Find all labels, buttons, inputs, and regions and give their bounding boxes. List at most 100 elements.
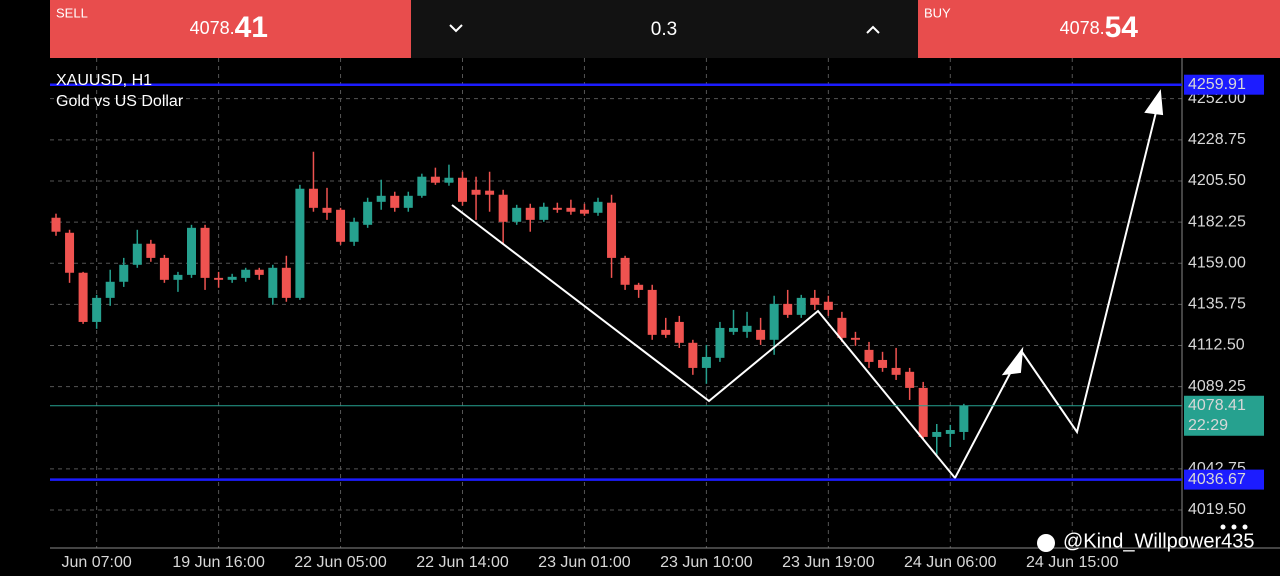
candle-body — [932, 431, 942, 437]
more-menu[interactable] — [1220, 524, 1248, 530]
candle-body — [92, 297, 102, 322]
sell-button[interactable] — [50, 0, 411, 58]
candle-body — [363, 201, 373, 225]
candle-body — [119, 264, 129, 282]
candle-body — [65, 232, 75, 273]
x-tick-label: Jun 07:00 — [62, 554, 132, 571]
candle-body — [769, 303, 779, 340]
x-tick-label: 23 Jun 19:00 — [782, 554, 875, 571]
candle-body — [525, 207, 535, 220]
sell-price: 4078.41 — [190, 11, 268, 44]
candle-body — [837, 317, 847, 338]
price-line-label: 4259.91 — [1188, 76, 1246, 93]
candle-body — [376, 195, 386, 202]
last-price-label: 4078.41 — [1188, 397, 1246, 414]
candle-body — [634, 284, 644, 290]
x-tick-label: 22 Jun 14:00 — [416, 554, 509, 571]
x-tick-label: 24 Jun 15:00 — [1026, 554, 1119, 571]
candle-body — [105, 281, 115, 298]
candle-body — [674, 321, 684, 343]
candle-body — [715, 327, 725, 358]
watermark: @Kind_Willpower435 — [1063, 530, 1255, 552]
last-price-bg — [1184, 395, 1264, 436]
candle-body — [810, 297, 820, 305]
candle-body — [241, 269, 251, 278]
increase-lot[interactable] — [866, 25, 880, 34]
candle-body — [308, 188, 318, 208]
y-tick-label: 4019.50 — [1188, 501, 1246, 518]
candle-body — [254, 269, 264, 275]
chart-subtitle: Gold vs US Dollar — [56, 93, 184, 110]
candle-body — [701, 356, 711, 368]
candle-body — [200, 227, 210, 278]
y-tick-label: 4205.50 — [1188, 172, 1246, 189]
candle-body — [918, 387, 928, 437]
buy-label: BUY — [924, 5, 951, 20]
drawing-line — [1021, 103, 1159, 435]
candle-body — [878, 359, 888, 368]
candle-body — [729, 327, 738, 332]
chart-title: XAUUSD, H1 — [56, 72, 152, 89]
overlay: 4259.91 4036.67 4078.41 22:29 — [50, 74, 1264, 490]
y-tick-label: 4135.75 — [1188, 296, 1246, 313]
facebook-icon — [1037, 534, 1055, 552]
sell-label: SELL — [56, 5, 88, 20]
x-tick-label: 24 Jun 06:00 — [904, 554, 997, 571]
y-tick-label: 4089.25 — [1188, 378, 1246, 395]
lot-panel — [411, 0, 918, 58]
candle-body — [620, 257, 630, 285]
candle-body — [173, 274, 183, 280]
candle-body — [593, 201, 603, 213]
candle-body — [295, 188, 305, 298]
y-tick-label: 4159.00 — [1188, 254, 1246, 271]
candle-body — [403, 195, 413, 208]
candle-body — [823, 301, 833, 310]
candle-body — [281, 267, 291, 298]
y-tick-label: 4182.25 — [1188, 213, 1246, 230]
candle-body — [607, 202, 617, 258]
lot-size[interactable]: 0.3 — [651, 19, 677, 40]
candle-body — [783, 303, 793, 315]
candle-body — [647, 289, 657, 335]
candle-body — [322, 207, 332, 213]
countdown: 22:29 — [1188, 417, 1228, 434]
buy-price-large: 54 — [1105, 11, 1139, 44]
candle-body — [552, 207, 562, 210]
x-tick-label: 22 Jun 05:00 — [294, 554, 387, 571]
candle-body — [430, 176, 440, 183]
sell-price-large: 41 — [235, 11, 268, 44]
candle-body — [959, 405, 969, 432]
x-tick-label: 23 Jun 01:00 — [538, 554, 631, 571]
candle-body — [485, 190, 495, 195]
candle-body — [864, 349, 874, 362]
candle-body — [349, 221, 359, 242]
x-tick-label: 19 Jun 16:00 — [172, 554, 265, 571]
buy-button[interactable] — [918, 0, 1280, 58]
candle-body — [742, 325, 752, 332]
candle-body — [661, 329, 671, 335]
y-tick-label: 4228.75 — [1188, 131, 1246, 148]
candle-body — [444, 177, 454, 183]
candle-body — [905, 371, 915, 388]
plot: 4019.504042.754089.254112.504135.754159.… — [50, 58, 1280, 571]
buy-price: 4078.54 — [1060, 11, 1139, 44]
price-line-label-bg — [1184, 74, 1264, 95]
candle-body — [566, 207, 576, 212]
candle-body — [850, 337, 860, 340]
arrow-head — [1001, 346, 1024, 376]
drawing-line — [451, 204, 1017, 480]
candle-body — [187, 227, 196, 275]
candle-body — [756, 329, 766, 340]
sell-price-small: 4078. — [190, 18, 235, 38]
candle-body — [132, 243, 142, 265]
candle-body — [891, 367, 901, 375]
candle-body — [796, 297, 806, 315]
decrease-lot[interactable] — [449, 24, 463, 33]
candle-body — [458, 177, 467, 202]
candle-body — [51, 217, 61, 232]
candle-body — [471, 189, 481, 195]
candle-body — [214, 277, 224, 280]
candle-body — [159, 257, 169, 280]
